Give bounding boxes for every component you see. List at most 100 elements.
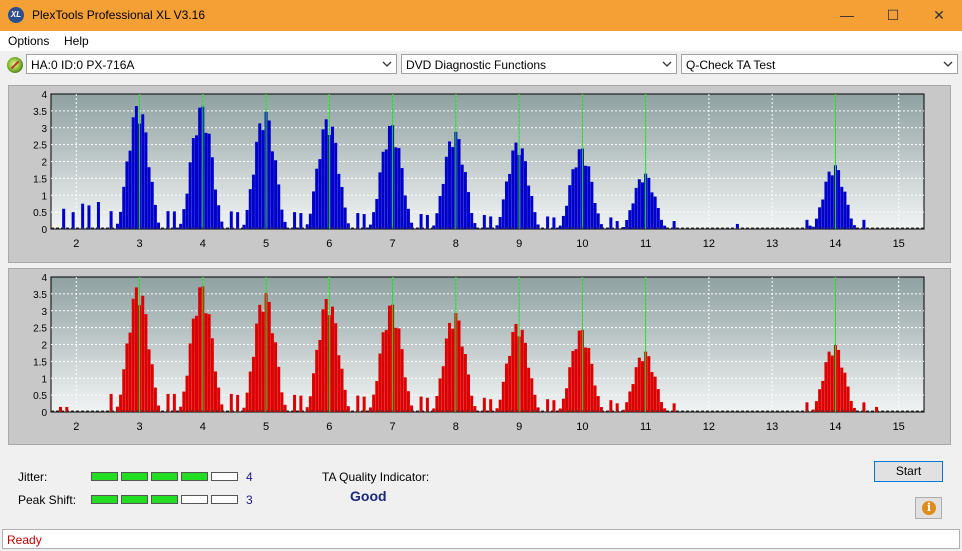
y-tick-label: 3.5 — [33, 107, 47, 118]
data-bar — [489, 399, 493, 412]
data-bar — [830, 355, 834, 412]
data-bar — [337, 173, 341, 229]
data-bar — [656, 389, 660, 412]
data-bar — [489, 216, 493, 229]
x-tick-label: 8 — [453, 238, 459, 250]
data-bar — [261, 130, 265, 229]
data-bar — [368, 407, 372, 412]
data-bar — [467, 374, 471, 412]
x-tick-label: 11 — [640, 421, 651, 433]
y-tick-label: 3 — [41, 124, 47, 135]
x-tick-label: 7 — [390, 238, 396, 250]
data-bar — [523, 161, 527, 229]
data-bar — [527, 367, 531, 412]
y-tick-label: 0 — [41, 225, 47, 236]
data-bar — [482, 397, 486, 412]
meter-segment — [91, 495, 118, 504]
data-bar — [321, 129, 325, 229]
data-bar — [504, 181, 508, 229]
minimize-button[interactable]: — — [840, 7, 854, 23]
data-bar — [293, 394, 297, 412]
data-bar — [261, 311, 265, 412]
data-bar — [634, 187, 638, 229]
data-bar — [150, 181, 154, 229]
menu-options[interactable]: Options — [8, 34, 50, 48]
data-bar — [403, 195, 407, 229]
y-tick-label: 1.5 — [33, 357, 47, 368]
data-bar — [565, 205, 569, 229]
drive-select[interactable]: HA:0 ID:0 PX-716A — [26, 54, 397, 74]
menu-help[interactable]: Help — [64, 34, 89, 48]
data-bar — [824, 181, 828, 229]
y-tick-label: 2 — [41, 341, 47, 352]
x-tick-label: 2 — [73, 238, 79, 250]
data-bar — [198, 287, 202, 412]
info-icon: i — [922, 501, 936, 515]
disc-icon — [7, 57, 23, 73]
data-bar — [182, 209, 186, 229]
data-bar — [144, 314, 148, 412]
data-bar — [659, 219, 663, 229]
data-bar — [343, 389, 347, 412]
data-bar — [207, 133, 211, 229]
data-bar — [362, 214, 366, 229]
data-bar — [397, 148, 401, 229]
info-button[interactable]: i — [915, 497, 942, 519]
data-bar — [805, 219, 809, 229]
data-bar — [814, 401, 818, 412]
data-bar — [514, 323, 518, 412]
groove-chart: 0 0.5 1 1.5 2 2.5 3 3.5 4 2 3 4 5 6 7 8 9 10 11 12 13 14 15 — [33, 273, 925, 433]
data-bar — [875, 406, 879, 412]
y-tick-label: 4 — [41, 90, 47, 101]
data-bar — [584, 165, 588, 229]
data-bar — [495, 225, 499, 229]
x-tick-label: 14 — [829, 238, 841, 250]
data-bar — [419, 396, 423, 412]
test-select[interactable]: Q-Check TA Test — [681, 54, 958, 74]
data-bar — [248, 189, 252, 229]
data-bar — [378, 353, 382, 412]
data-bar — [195, 315, 198, 412]
data-bar — [637, 179, 641, 229]
data-bar — [81, 203, 85, 229]
start-button[interactable]: Start — [874, 461, 943, 482]
meter-segment — [121, 472, 148, 481]
close-button[interactable]: ✕ — [933, 7, 945, 23]
data-bar — [179, 223, 183, 229]
data-bar — [435, 395, 439, 412]
data-bar — [511, 331, 515, 412]
status-bar: Ready — [2, 529, 960, 549]
chevron-down-icon — [943, 61, 953, 67]
meter-segment — [211, 472, 238, 481]
y-tick-label: 0.5 — [33, 208, 47, 219]
data-bar — [343, 207, 347, 229]
data-bar — [508, 355, 512, 412]
x-tick-label: 15 — [893, 238, 905, 250]
data-bar — [808, 225, 812, 229]
data-bar — [609, 217, 613, 229]
data-bar — [321, 309, 325, 412]
data-bar — [394, 327, 398, 412]
x-tick-label: 5 — [263, 421, 269, 433]
data-bar — [824, 362, 828, 412]
data-bar — [122, 369, 126, 412]
data-bar — [109, 393, 113, 412]
data-bar — [631, 203, 635, 229]
function-select[interactable]: DVD Diagnostic Functions — [401, 54, 677, 74]
data-bar — [270, 151, 274, 229]
data-bar — [356, 213, 360, 229]
data-bar — [568, 185, 572, 229]
x-tick-label: 2 — [73, 421, 79, 433]
data-bar — [119, 394, 123, 412]
data-bar — [432, 225, 436, 229]
data-bar — [615, 403, 619, 412]
data-bar — [609, 400, 613, 412]
data-bar — [267, 120, 271, 229]
maximize-button[interactable]: ☐ — [886, 7, 900, 23]
data-bar — [463, 354, 467, 412]
x-tick-label: 4 — [200, 421, 206, 433]
data-bar — [381, 151, 385, 229]
x-tick-label: 6 — [326, 238, 332, 250]
data-bar — [384, 149, 388, 229]
data-bar — [340, 186, 344, 229]
